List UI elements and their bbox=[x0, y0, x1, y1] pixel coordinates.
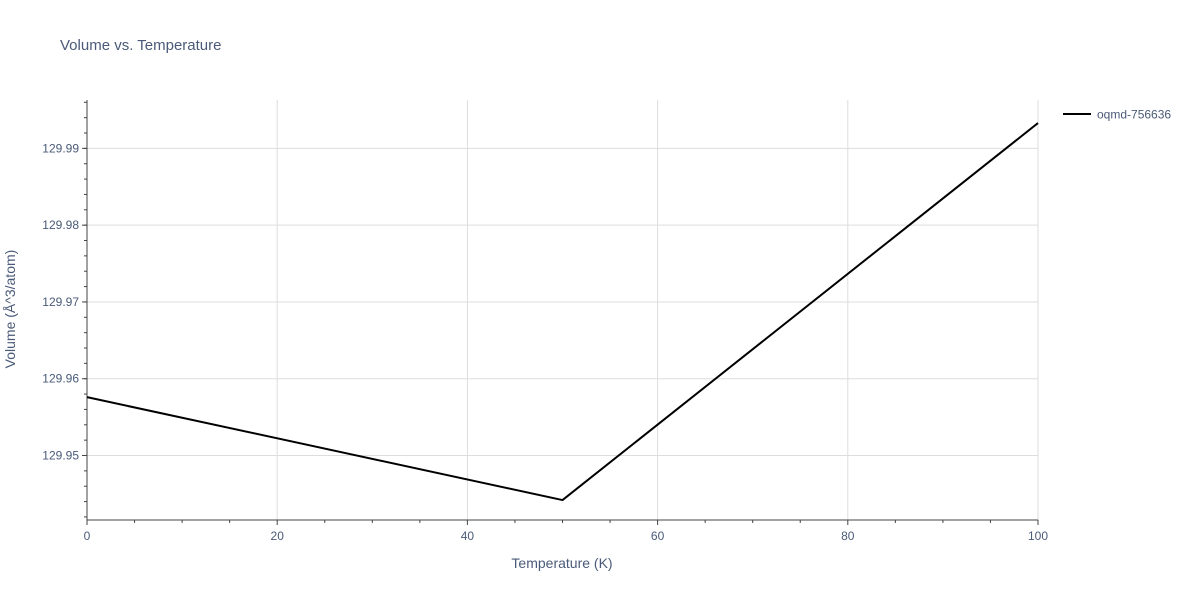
y-tick-label: 129.98 bbox=[42, 218, 79, 232]
y-tick-label: 129.95 bbox=[42, 449, 79, 463]
legend-label: oqmd-756636 bbox=[1097, 108, 1171, 122]
y-tick-label: 129.97 bbox=[42, 295, 79, 309]
y-axis-ticks: 129.95 129.96 129.97 129.98 129.99 bbox=[42, 101, 87, 518]
x-tick-label: 100 bbox=[1028, 529, 1048, 543]
x-tick-label: 60 bbox=[651, 529, 665, 543]
series-layer bbox=[86, 122, 1039, 502]
y-tick-label: 129.99 bbox=[42, 141, 79, 155]
series-line-0[interactable] bbox=[86, 122, 1039, 502]
legend[interactable]: oqmd-756636 bbox=[1063, 108, 1171, 122]
x-axis-title: Temperature (K) bbox=[511, 555, 612, 571]
x-tick-label: 20 bbox=[271, 529, 285, 543]
y-axis-title: Volume (Å^3/atom) bbox=[2, 250, 18, 369]
chart-title: Volume vs. Temperature bbox=[60, 37, 221, 54]
x-tick-label: 80 bbox=[841, 529, 855, 543]
y-gridlines bbox=[87, 147, 1038, 457]
x-tick-label: 0 bbox=[84, 529, 91, 543]
x-tick-label: 40 bbox=[461, 529, 475, 543]
y-tick-label: 129.96 bbox=[42, 372, 79, 386]
x-axis-ticks: 0 20 40 60 80 100 bbox=[84, 520, 1048, 543]
x-gridlines bbox=[276, 100, 1039, 520]
